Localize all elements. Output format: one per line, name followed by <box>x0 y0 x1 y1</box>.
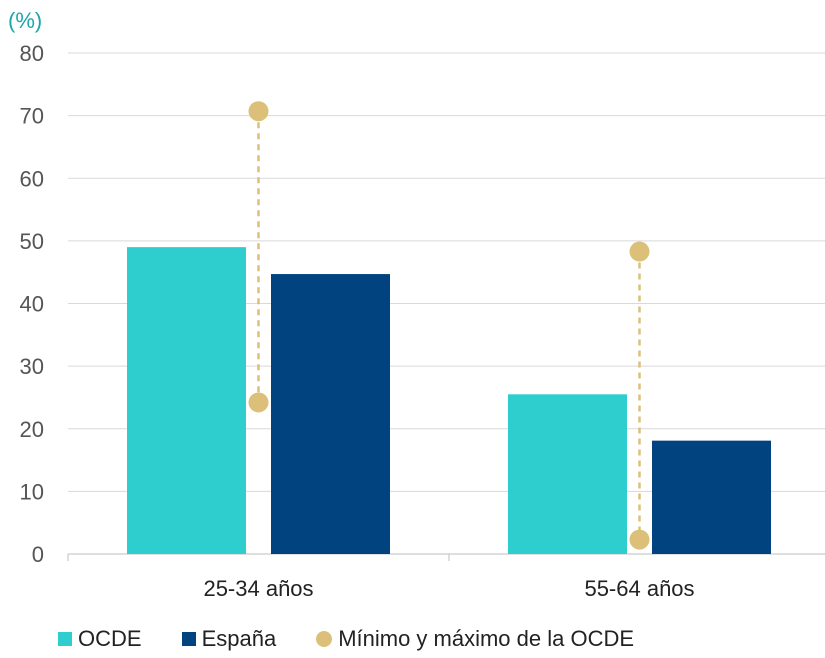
x-category-label: 25-34 años <box>203 576 313 601</box>
legend-item-espana: España <box>181 626 277 652</box>
bar-espana <box>652 440 771 554</box>
bar-espana <box>271 274 390 554</box>
y-tick-label: 80 <box>20 41 44 66</box>
legend-label-espana: España <box>201 626 277 651</box>
legend-dot-min-max <box>316 631 333 647</box>
max-point <box>629 241 650 262</box>
y-tick-label: 0 <box>32 542 44 567</box>
bar-chart: 0 10 20 30 40 50 60 70 80 25-34 años 55-64 años <box>20 41 825 601</box>
legend-label-min-max: Mínimo y máximo de la OCDE <box>338 626 635 651</box>
min-point <box>629 529 650 550</box>
bar-ocde <box>508 394 627 554</box>
bar-ocde <box>127 247 246 554</box>
x-category-label: 55-64 años <box>584 576 694 601</box>
y-tick-label: 70 <box>20 104 44 129</box>
y-axis-unit-label: (%) <box>8 8 43 33</box>
chart-legend: OCDE España Mínimo y máximo de la OCDE <box>58 626 674 652</box>
max-point <box>248 101 269 122</box>
y-tick-label: 50 <box>20 229 44 254</box>
legend-item-ocde: OCDE <box>58 626 142 652</box>
min-point <box>248 392 269 413</box>
y-tick-label: 30 <box>20 354 44 379</box>
y-tick-label: 10 <box>20 479 44 504</box>
legend-swatch-ocde <box>58 632 72 646</box>
legend-label-ocde: OCDE <box>78 626 142 651</box>
y-tick-label: 40 <box>20 292 44 317</box>
legend-swatch-espana <box>181 632 196 646</box>
y-tick-label: 20 <box>20 417 44 442</box>
legend-item-min-max: Mínimo y máximo de la OCDE <box>316 626 634 652</box>
y-tick-label: 60 <box>20 166 44 191</box>
